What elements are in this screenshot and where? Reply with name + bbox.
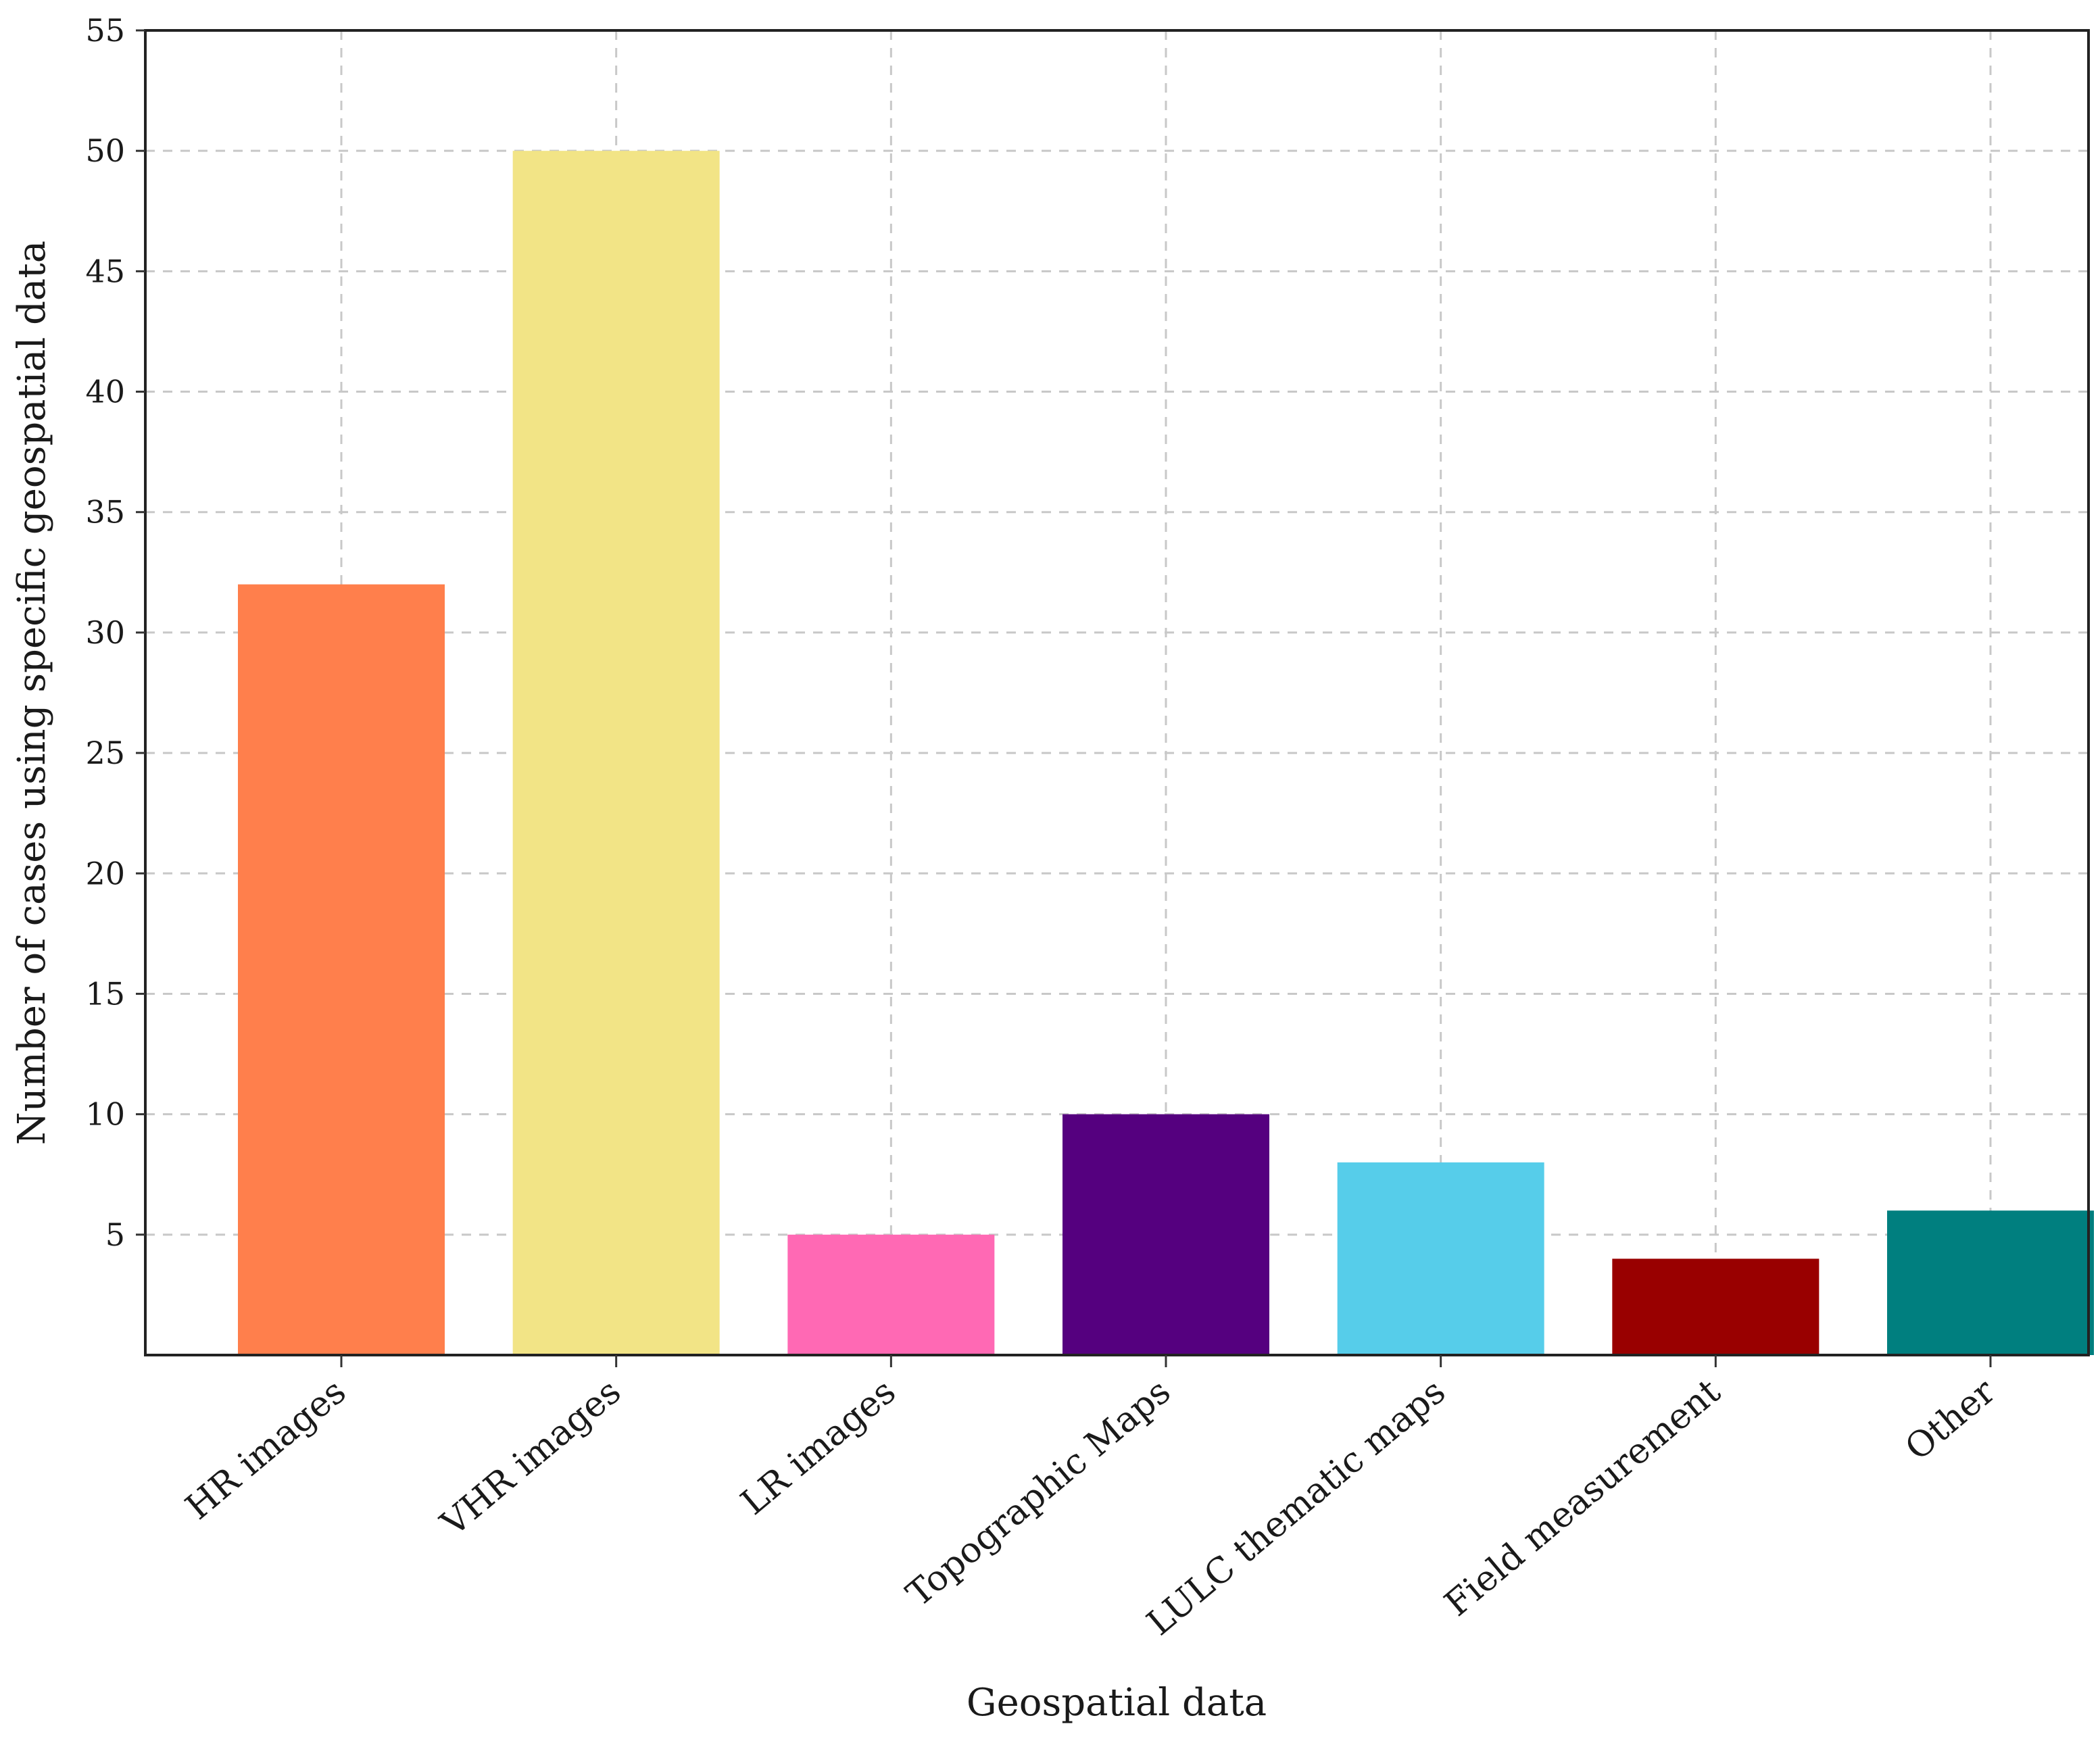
y-tick-label: 35 (85, 494, 125, 531)
bar-topographic-maps (1063, 1114, 1269, 1355)
bar-lulc-thematic-maps (1337, 1162, 1544, 1355)
y-tick-label: 10 (85, 1096, 125, 1133)
x-axis-title: Geospatial data (967, 1681, 1267, 1725)
x-tick-label: HR images (178, 1371, 354, 1528)
bars (238, 151, 2094, 1355)
x-tick-label: Field measurement (1437, 1371, 1728, 1625)
x-tick-label: LULC thematic maps (1140, 1371, 1453, 1644)
x-tick-label: LR images (733, 1371, 903, 1523)
x-tick-label: Topographic Maps (899, 1371, 1178, 1615)
bar-vhr-images (512, 151, 720, 1355)
y-tick-label: 25 (85, 735, 125, 771)
y-tick-label: 40 (85, 374, 125, 410)
y-tick-label: 5 (105, 1217, 125, 1253)
x-tick-label: VHR images (433, 1371, 629, 1544)
y-axis-ticks: 5 10 15 20 25 30 35 40 45 50 55 (85, 12, 145, 1253)
y-axis-title: Number of cases using specific geospatia… (10, 241, 54, 1145)
bar-hr-images (238, 584, 445, 1355)
x-axis-ticks: HR images VHR images LR imagesTopographic … (178, 1355, 2003, 1644)
y-tick-label: 20 (85, 855, 125, 891)
bar-lr-images (787, 1234, 995, 1355)
bar-field-measurement (1612, 1258, 1820, 1355)
plot-area-frame (144, 29, 2090, 1356)
y-tick-label: 55 (85, 12, 125, 49)
bar-other (1887, 1210, 2094, 1355)
y-tick-label: 50 (85, 132, 125, 169)
y-tick-label: 45 (85, 253, 125, 289)
y-tick-label: 15 (85, 975, 125, 1012)
x-tick-label: Other (1898, 1371, 2003, 1469)
y-tick-label: 30 (85, 614, 125, 651)
